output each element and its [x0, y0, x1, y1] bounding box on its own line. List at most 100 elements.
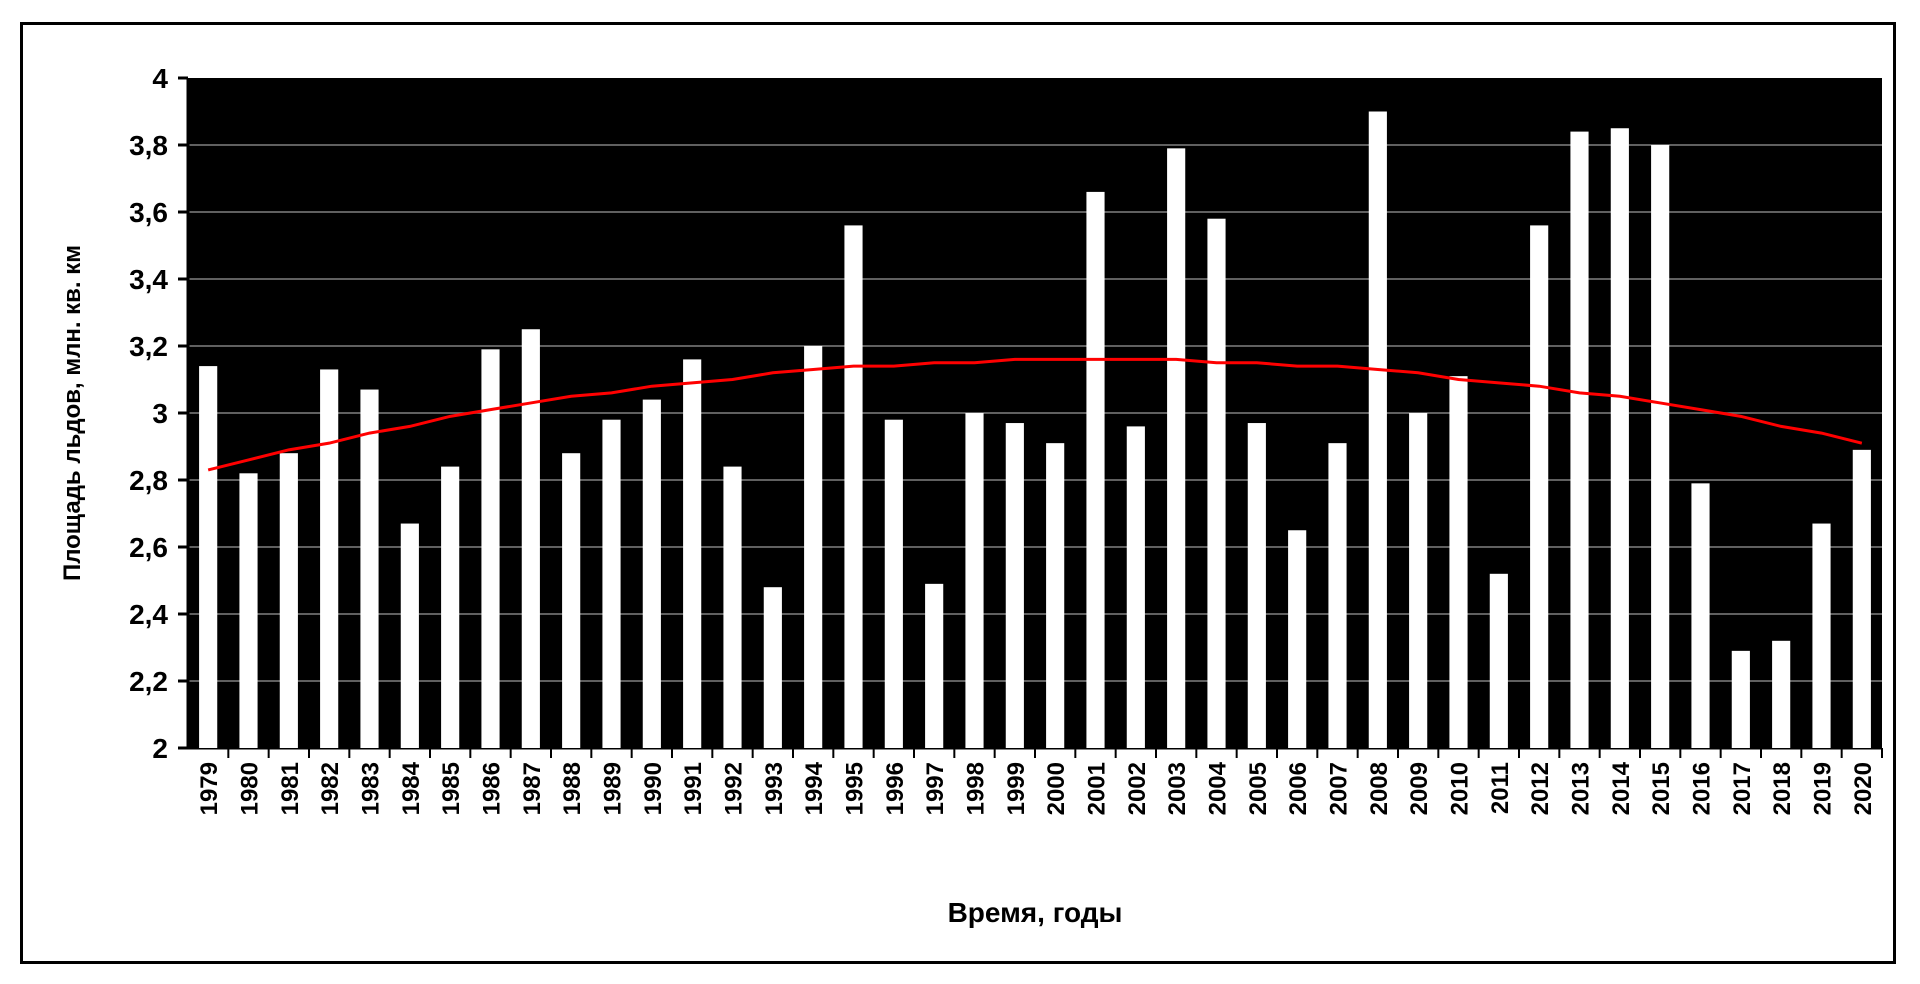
x-tick-label: 2008 [1366, 762, 1393, 815]
x-tick-label: 1989 [600, 762, 627, 815]
x-tick-label: 1999 [1003, 762, 1030, 815]
bar-1981 [279, 453, 298, 748]
y-tick-label: 2,8 [129, 465, 168, 496]
y-tick-label: 2,6 [129, 532, 168, 563]
bar-2011 [1489, 573, 1508, 748]
bar-1998 [965, 413, 984, 748]
x-tick-label: 1993 [761, 762, 788, 815]
bar-2014 [1610, 128, 1629, 748]
x-tick-label: 2015 [1648, 762, 1675, 815]
bar-1990 [642, 399, 661, 748]
x-tick-label: 1985 [438, 762, 465, 815]
bar-1994 [804, 346, 823, 748]
bar-1979 [199, 366, 218, 748]
x-tick-label: 1984 [398, 761, 425, 815]
x-tick-label: 1997 [922, 762, 949, 815]
x-tick-label: 1979 [196, 762, 223, 815]
y-axis-label: Площадь льдов, млн. кв. км [59, 245, 86, 581]
bar-2002 [1126, 426, 1145, 748]
bar-2017 [1731, 650, 1750, 748]
x-tick-label: 2011 [1487, 762, 1514, 814]
x-tick-label: 2000 [1043, 762, 1070, 815]
bar-1993 [763, 587, 782, 748]
bar-2008 [1368, 111, 1387, 748]
x-tick-label: 1987 [519, 762, 546, 815]
x-axis-label: Время, годы [948, 897, 1123, 928]
y-tick-label: 3,6 [129, 197, 168, 228]
bar-1989 [602, 419, 621, 748]
x-tick-label: 2007 [1326, 762, 1353, 815]
bar-1987 [521, 329, 540, 748]
bar-1980 [239, 473, 258, 748]
bar-2007 [1328, 443, 1347, 748]
y-tick-label: 4 [152, 63, 168, 94]
bar-1996 [884, 419, 903, 748]
bar-2020 [1852, 449, 1871, 748]
y-tick-label: 2,4 [129, 599, 168, 630]
bar-1992 [723, 466, 742, 748]
x-tick-label: 1980 [237, 762, 264, 815]
bar-1986 [481, 349, 500, 748]
x-tick-label: 1995 [842, 762, 869, 815]
bar-1985 [441, 466, 460, 748]
x-tick-label: 2017 [1729, 762, 1756, 815]
x-tick-label: 2013 [1568, 762, 1595, 815]
x-tick-label: 1998 [963, 762, 990, 815]
bar-1991 [683, 359, 702, 748]
bar-1999 [1005, 423, 1024, 748]
y-tick-label: 2,2 [129, 666, 168, 697]
y-tick-label: 3,2 [129, 331, 168, 362]
bar-2009 [1409, 413, 1428, 748]
x-tick-label: 1996 [882, 762, 909, 815]
x-tick-label: 2010 [1447, 762, 1474, 815]
x-tick-label: 2009 [1406, 762, 1433, 815]
x-tick-label: 2004 [1205, 761, 1232, 815]
y-tick-label: 3,4 [129, 264, 168, 295]
bar-2000 [1046, 443, 1065, 748]
bar-1982 [320, 369, 339, 748]
bar-2015 [1651, 145, 1670, 748]
bar-2012 [1530, 225, 1549, 748]
bar-2001 [1086, 191, 1105, 748]
x-tick-label: 1992 [721, 762, 748, 815]
bar-2003 [1167, 148, 1186, 749]
x-tick-label: 2018 [1769, 762, 1796, 815]
y-tick-label: 2 [152, 733, 168, 764]
x-tick-label: 2012 [1527, 762, 1554, 815]
bar-1995 [844, 225, 863, 748]
x-tick-label: 1982 [317, 762, 344, 815]
bar-2013 [1570, 131, 1589, 749]
bar-2016 [1691, 483, 1710, 748]
bar-2006 [1288, 530, 1307, 748]
bar-1997 [925, 583, 944, 748]
bar-2018 [1772, 640, 1791, 748]
x-tick-label: 1994 [801, 761, 828, 815]
bar-2019 [1812, 523, 1831, 748]
bar-1984 [400, 523, 419, 748]
bar-2005 [1247, 423, 1266, 748]
x-tick-label: 2006 [1285, 762, 1312, 815]
x-tick-label: 2003 [1164, 762, 1191, 815]
bar-2004 [1207, 218, 1226, 748]
chart-frame [20, 22, 1896, 964]
x-tick-label: 1991 [680, 762, 707, 815]
x-tick-label: 1983 [358, 762, 385, 815]
y-tick-label: 3,8 [129, 130, 168, 161]
x-tick-label: 2020 [1850, 762, 1877, 815]
bar-2010 [1449, 376, 1468, 748]
x-tick-label: 2001 [1084, 762, 1111, 815]
bar-1988 [562, 453, 581, 748]
bar-1983 [360, 389, 379, 748]
x-tick-label: 2019 [1810, 762, 1837, 815]
x-tick-label: 1981 [277, 762, 304, 815]
y-tick-label: 3 [152, 398, 168, 429]
x-tick-label: 2005 [1245, 762, 1272, 815]
x-tick-label: 2002 [1124, 762, 1151, 815]
x-tick-label: 2016 [1689, 762, 1716, 815]
x-tick-label: 1986 [479, 762, 506, 815]
x-tick-label: 2014 [1608, 761, 1635, 815]
x-tick-label: 1990 [640, 762, 667, 815]
trend-line [207, 357, 1863, 472]
x-tick-label: 1988 [559, 762, 586, 815]
